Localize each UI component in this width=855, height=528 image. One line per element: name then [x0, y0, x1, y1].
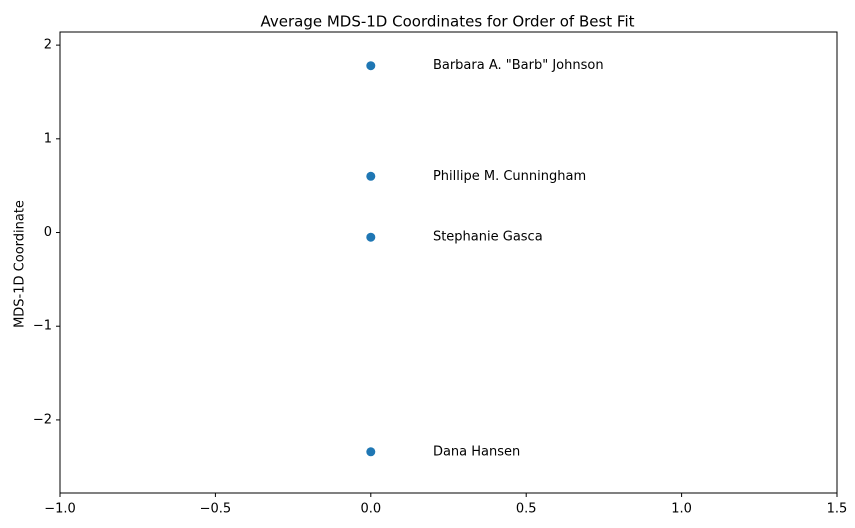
point-label: Barbara A. "Barb" Johnson [433, 58, 604, 73]
y-tick-label: −1 [33, 319, 52, 334]
x-tick-label: 1.0 [671, 502, 692, 517]
y-axis-label: MDS-1D Coordinate [13, 200, 28, 328]
data-point [366, 232, 376, 242]
axes-frame [59, 31, 838, 494]
data-point [366, 61, 376, 71]
data-point [366, 171, 376, 181]
point-label: Stephanie Gasca [433, 230, 543, 245]
data-point [366, 447, 376, 457]
y-tick-label: −2 [33, 412, 52, 427]
x-tick-label: −0.5 [200, 502, 232, 517]
y-tick-label: 0 [44, 225, 52, 240]
x-tick-label: 0.5 [516, 502, 537, 517]
y-tick-label: 2 [44, 38, 52, 53]
scatter-series [366, 61, 376, 457]
point-label: Phillipe M. Cunningham [433, 169, 586, 184]
y-axis-ticks: −2 −1 0 1 2 [33, 38, 60, 427]
x-tick-label: −1.0 [44, 502, 76, 517]
x-tick-label: 0.0 [360, 502, 381, 517]
point-label: Dana Hansen [433, 444, 520, 459]
chart-title: Average MDS-1D Coordinates for Order of … [260, 13, 634, 31]
plot-area: −1.0 −0.5 0.0 0.5 1.0 1.5 −2 −1 0 1 2 Barbara A. … [33, 31, 847, 517]
y-tick-label: 1 [44, 131, 52, 146]
point-annotations: Barbara A. "Barb" Johnson Phillipe M. Cun… [433, 58, 604, 459]
x-tick-label: 1.5 [827, 502, 848, 517]
x-axis-ticks: −1.0 −0.5 0.0 0.5 1.0 1.5 [44, 493, 847, 517]
